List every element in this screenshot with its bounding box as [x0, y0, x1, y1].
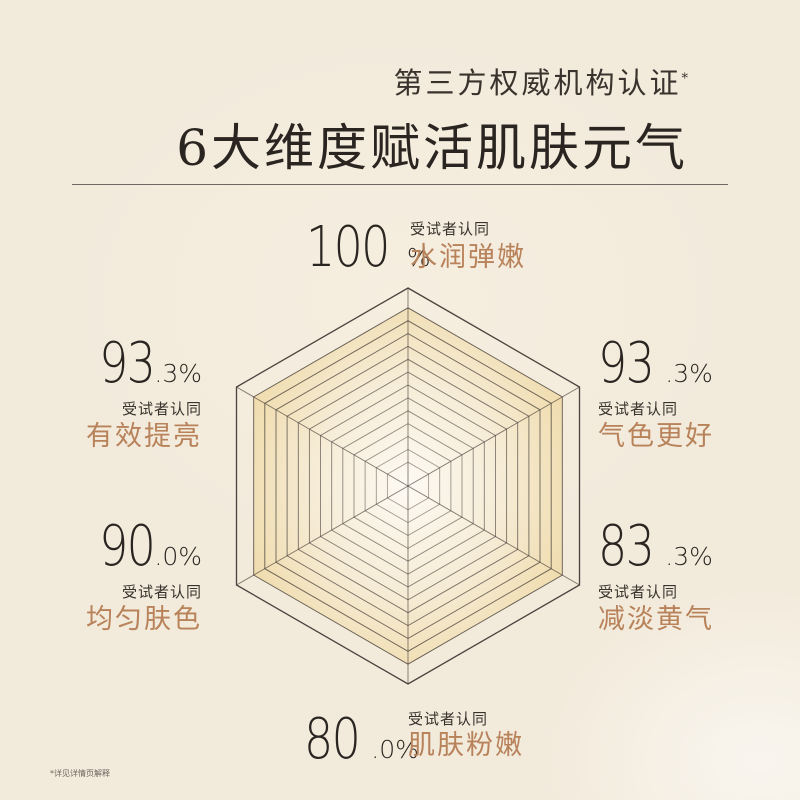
footnote: *详见详情页解释: [50, 769, 110, 778]
metric-value: 83.3%: [598, 514, 713, 579]
metric-tag: 受试者认同: [408, 710, 489, 728]
metric-label: 减淡黄气: [598, 604, 714, 635]
metric-label: 气色更好: [598, 421, 714, 452]
metric-lower-left: 90.0% 受试者认同 均匀肤色: [2, 514, 202, 635]
metric-upper-right: 93.3% 受试者认同 气色更好: [598, 331, 798, 452]
metric-label: 有效提亮: [86, 421, 202, 452]
radar-spoke: [407, 485, 580, 586]
metric-tag: 受试者认同: [410, 220, 491, 238]
radar-spoke: [407, 386, 580, 487]
radar-spoke: [236, 386, 409, 487]
metric-tag: 受试者认同: [598, 583, 679, 601]
metric-label: 均匀肤色: [86, 604, 202, 635]
metric-value: 90.0%: [99, 514, 202, 579]
metric-value: 80.0%: [304, 707, 419, 772]
metric-value: 93.3%: [99, 331, 202, 396]
page-title: 6大维度赋活肌肤元气: [176, 119, 688, 177]
metric-tag: 受试者认同: [121, 400, 202, 418]
divider-line: [72, 184, 728, 185]
metric-value: 93.3%: [598, 331, 713, 396]
metric-tag: 受试者认同: [121, 583, 202, 601]
metric-value: 100%: [306, 215, 431, 280]
metric-lower-right: 83.3% 受试者认同 减淡黄气: [598, 514, 798, 635]
metric-tag: 受试者认同: [598, 400, 679, 418]
certification-subtitle: 第三方权威机构认证*: [393, 66, 688, 100]
metric-label: 水润弹嫩: [410, 242, 526, 273]
metric-label: 肌肤粉嫩: [408, 730, 524, 761]
metric-upper-left: 93.3% 受试者认同 有效提亮: [2, 331, 202, 452]
radar-spoke: [236, 485, 409, 586]
